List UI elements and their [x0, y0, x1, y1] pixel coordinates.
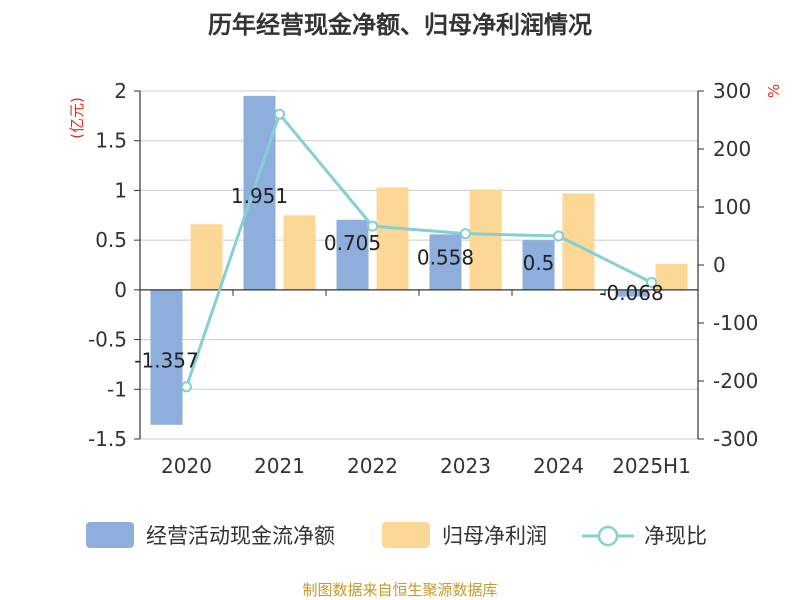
ratio-point: [553, 230, 564, 242]
bar-net-profit: [190, 224, 223, 290]
right-axis-tick-label: 0: [713, 253, 726, 277]
legend-label-cash-flow: 经营活动现金流净额: [146, 524, 335, 548]
ratio-line: [181, 108, 657, 393]
chart-title: 历年经营现金净额、归母净利润情况: [208, 11, 592, 39]
x-axis-tick-label: 2025H1: [612, 454, 691, 478]
right-axis-unit: %: [765, 84, 783, 98]
data-label-cash-flow: 0.5: [523, 251, 555, 275]
legend-swatch-net-profit: [382, 522, 430, 548]
left-axis-tick-label: 1: [114, 178, 127, 202]
axes: 2 1.5 1 0.5 0 -0.5 -1 -1.5 300 200 100 0 -100 -200 -30…: [88, 79, 758, 478]
x-axis-tick-label: 2023: [440, 454, 491, 478]
right-axis-tick-label: -100: [713, 311, 758, 335]
right-axis-tick-label: -300: [713, 427, 758, 451]
legend-swatch-cash-flow: [86, 522, 134, 548]
legend-swatch-ratio-marker: [597, 525, 619, 547]
right-axis-tick-label: 200: [713, 137, 751, 161]
data-label-cash-flow: 1.951: [231, 184, 288, 208]
x-axis-tick-label: 2020: [161, 454, 212, 478]
bar-cash-flow: [522, 240, 555, 290]
left-axis-tick-label: 1.5: [95, 129, 127, 153]
left-axis-tick-label: 0.5: [95, 228, 127, 252]
data-label-cash-flow: 0.558: [417, 245, 474, 269]
data-label-cash-flow: -1.357: [134, 348, 198, 372]
legend: 经营活动现金流净额 归母净利润 净现比: [86, 522, 707, 548]
left-axis-tick-label: 2: [114, 79, 127, 103]
x-axis-tick-label: 2022: [347, 454, 398, 478]
x-axis-tick-label: 2024: [533, 454, 584, 478]
legend-label-ratio: 净现比: [644, 524, 707, 548]
source-note: 制图数据来自恒生聚源数据库: [302, 581, 497, 599]
left-axis-tick-label: 0: [114, 278, 127, 302]
bar-net-profit: [655, 264, 688, 290]
ratio-point: [274, 108, 285, 120]
data-label-cash-flow: 0.705: [324, 231, 381, 255]
ratio-point: [367, 220, 378, 232]
right-axis-tick-label: -200: [713, 369, 758, 393]
ratio-point: [181, 381, 192, 393]
ratio-point: [646, 276, 657, 288]
bar-cash-flow: [429, 234, 462, 290]
bar-net-profit: [469, 189, 502, 290]
ratio-point: [460, 228, 471, 240]
grid: [140, 90, 698, 440]
bar-net-profit: [376, 187, 409, 290]
right-axis-tick-label: 300: [713, 79, 751, 103]
data-label-cash-flow: -0.068: [599, 281, 663, 305]
bar-cash-flow: [243, 95, 276, 290]
legend-label-net-profit: 归母净利润: [442, 524, 547, 548]
bar-net-profit: [283, 215, 316, 290]
right-axis-tick-label: 100: [713, 195, 751, 219]
left-axis-tick-label: -1: [107, 377, 127, 401]
data-labels: -1.357 1.951 0.705 0.558 0.5 -0.068: [134, 184, 663, 372]
left-axis-tick-label: -0.5: [88, 328, 127, 352]
bar-cash-flow: [150, 289, 183, 425]
x-axis-tick-label: 2021: [254, 454, 305, 478]
ratio-line-path: [185, 112, 653, 388]
left-axis-unit: (亿元): [68, 97, 86, 139]
bar-cash-flow: [615, 289, 648, 297]
bars: [150, 95, 688, 425]
left-axis-tick-label: -1.5: [88, 427, 127, 451]
bar-cash-flow: [336, 219, 369, 290]
